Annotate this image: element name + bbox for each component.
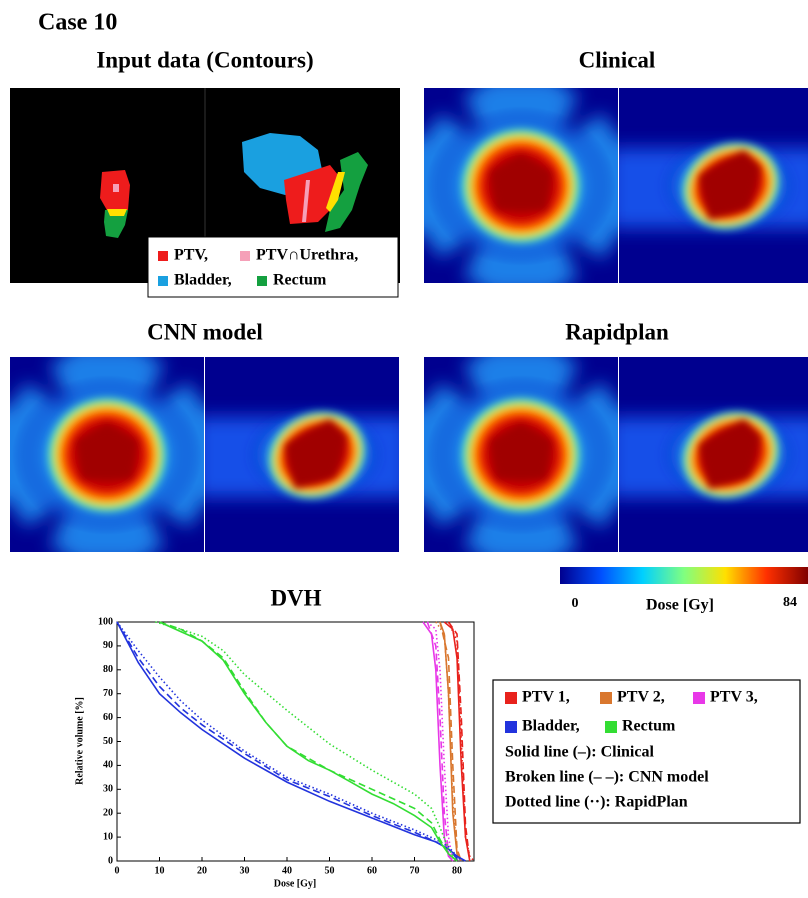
legend-swatch [158,276,168,286]
plot-frame [117,622,474,861]
y-tick-label: 0 [108,855,113,866]
x-tick-label: 40 [282,865,292,876]
legend-swatch [600,692,612,704]
y-axis-label: Relative volume [%] [74,697,85,785]
x-tick-label: 30 [240,865,250,876]
y-tick-label: 80 [103,664,113,675]
legend-swatch [505,692,517,704]
x-tick-label: 20 [197,865,207,876]
legend-label: Rectum [273,272,327,289]
legend-label: PTV, [174,247,208,264]
y-tick-label: 60 [103,712,113,723]
legend-swatch [605,721,617,733]
x-tick-label: 70 [410,865,420,876]
y-tick-label: 30 [103,784,113,795]
figure: Case 10 Input data (Contours) Clinical C… [0,0,808,898]
x-axis-label: Dose [Gy] [274,878,317,889]
legend-swatch [158,251,168,261]
legend-label: PTV∩Urethra, [256,247,358,264]
x-tick-label: 0 [115,865,120,876]
legend-swatch [693,692,705,704]
colorbar-max: 84 [783,595,797,610]
legend-swatch [257,276,267,286]
panel-title: CNN model [147,319,263,344]
y-tick-label: 20 [103,807,113,818]
legend-label: PTV 3, [710,689,758,706]
legend-label: Bladder, [522,718,580,735]
legend-swatch [505,721,517,733]
legend-label: Bladder, [174,272,232,289]
x-tick-label: 80 [452,865,462,876]
legend-style: Broken line (– –): CNN model [505,769,709,786]
legend-style: Solid line (–): Clinical [505,744,654,761]
legend-swatch [240,251,250,261]
colorbar [560,567,808,584]
legend-label: PTV 1, [522,689,570,706]
colorbar-label: Dose [Gy] [646,597,714,614]
colorbar-min: 0 [572,596,579,611]
contour-panel [10,88,400,297]
panel-title: Clinical [579,47,656,72]
legend-label: Rectum [622,718,676,735]
y-tick-label: 10 [103,831,113,842]
legend-style: Dotted line (··): RapidPlan [505,794,688,811]
x-tick-label: 60 [367,865,377,876]
legend-label: PTV 2, [617,689,665,706]
y-tick-label: 50 [103,736,113,747]
chart-title: DVH [270,585,321,610]
x-tick-label: 10 [155,865,165,876]
panel-title: Rapidplan [565,319,669,344]
case-title: Case 10 [38,10,117,36]
panel-title: Input data (Contours) [96,47,313,72]
x-tick-label: 50 [325,865,335,876]
y-tick-label: 70 [103,688,113,699]
y-tick-label: 100 [98,616,113,627]
y-tick-label: 90 [103,640,113,651]
y-tick-label: 40 [103,760,113,771]
